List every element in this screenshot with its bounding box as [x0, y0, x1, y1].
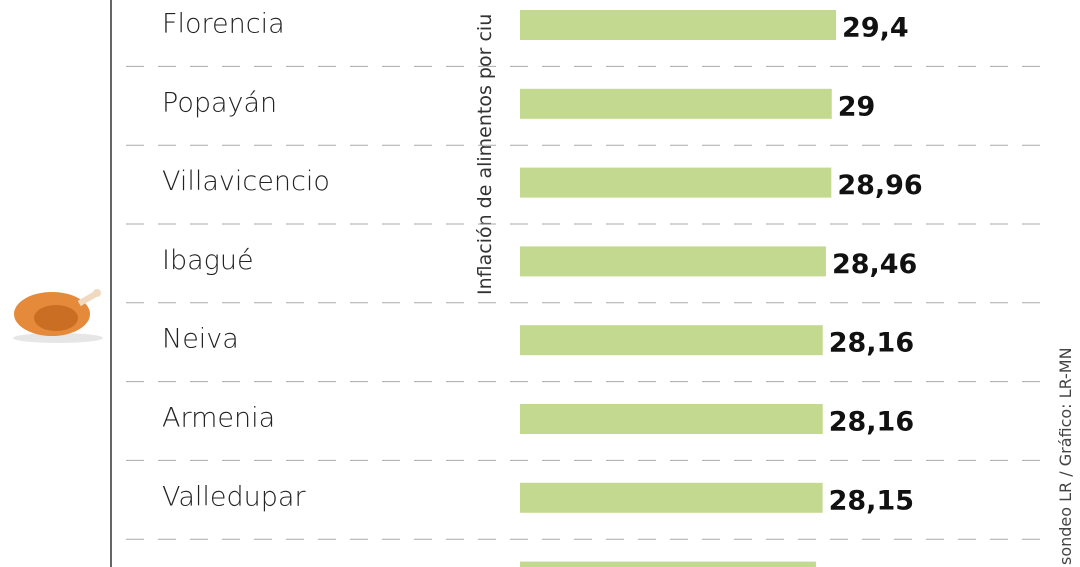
value-label: 28,46	[832, 249, 917, 280]
value-label: 28,16	[829, 407, 914, 438]
value-label: 28,15	[829, 485, 914, 516]
category-label: Popayán	[162, 87, 277, 118]
bar	[520, 246, 826, 277]
bar	[520, 325, 823, 356]
source: sondeo LR / Gráfico: LR-MN	[1056, 347, 1075, 565]
value-label: 28,96	[837, 170, 922, 201]
chicken-icon	[13, 289, 103, 343]
category-label: Armenia	[162, 403, 275, 434]
value-label: 27,53	[822, 564, 907, 567]
category-label: Valledupar	[162, 481, 306, 512]
bar	[520, 404, 823, 434]
category-label: Ibagué	[162, 245, 254, 276]
bar	[520, 167, 832, 198]
category-label: Villavicencio	[162, 166, 330, 197]
axis-title: Inflación de alimentos por ciu	[474, 14, 496, 295]
bar	[520, 10, 837, 40]
value-label: 28,16	[829, 328, 914, 359]
bar	[520, 561, 816, 567]
category-label: Florencia	[162, 9, 285, 40]
category-label: Neiva	[162, 324, 239, 355]
value-label: 29,4	[842, 13, 909, 44]
bar	[520, 482, 823, 513]
bar	[520, 88, 832, 119]
value-label: 29	[838, 91, 876, 122]
